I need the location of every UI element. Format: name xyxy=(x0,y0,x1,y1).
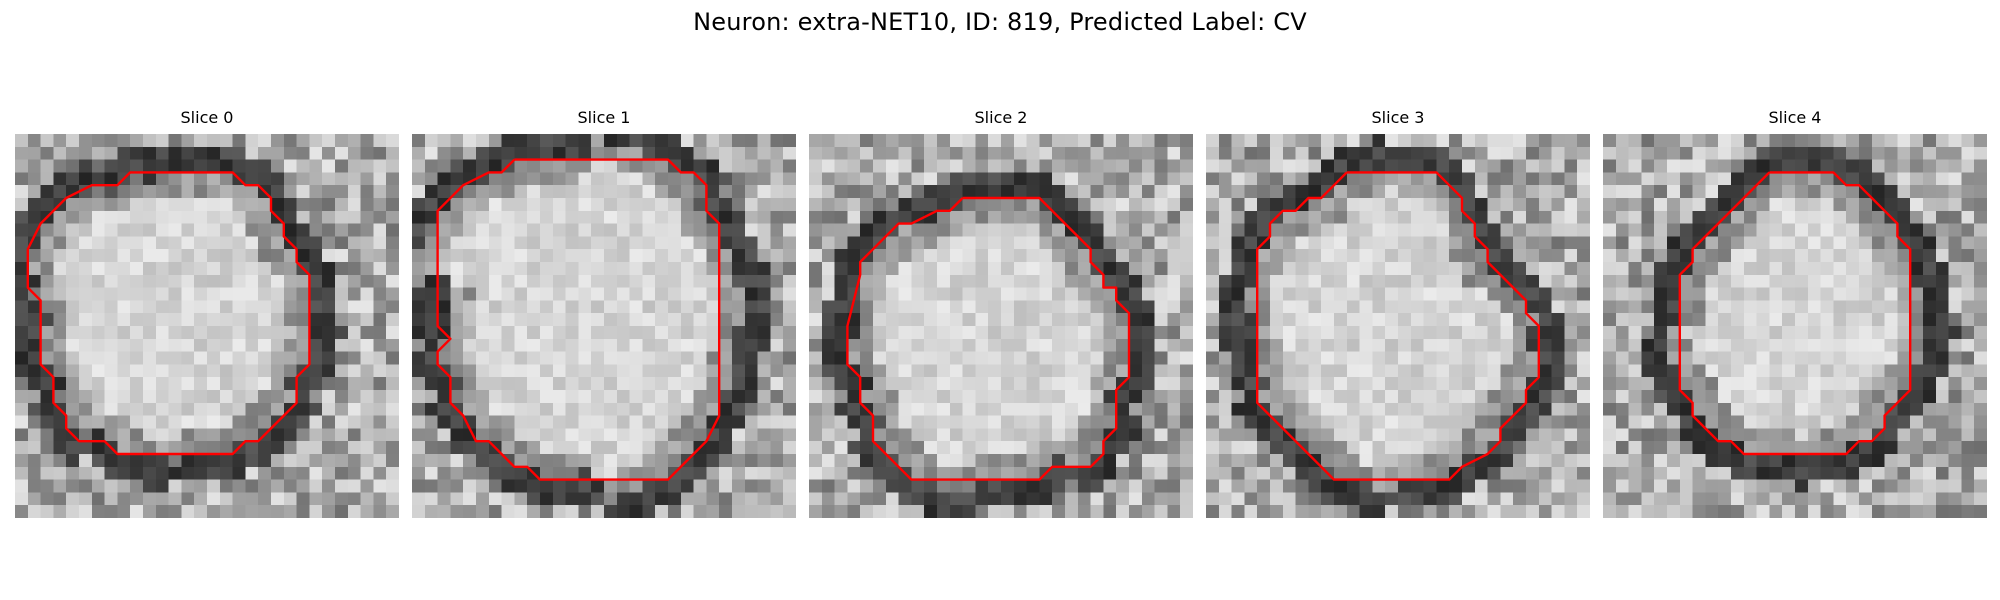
panel-slice-1: Slice 1 xyxy=(412,108,796,518)
panel-title: Slice 0 xyxy=(180,108,234,127)
grayscale-pixel-grid xyxy=(15,134,399,518)
panel-slice-0: Slice 0 xyxy=(15,108,399,518)
grayscale-pixel-grid xyxy=(1603,134,1987,518)
segmentation-contour xyxy=(1680,172,1910,454)
grayscale-pixel-grid xyxy=(412,134,796,518)
segmentation-contour xyxy=(1257,172,1539,479)
panel-slice-4: Slice 4 xyxy=(1603,108,1987,518)
figure-title: Neuron: extra-NET10, ID: 819, Predicted … xyxy=(693,8,1307,36)
segmentation-contour xyxy=(28,172,310,454)
panel-title: Slice 3 xyxy=(1371,108,1425,127)
slice-image xyxy=(15,134,399,518)
panel-title: Slice 4 xyxy=(1768,108,1822,127)
panel-title: Slice 1 xyxy=(577,108,631,127)
slice-image xyxy=(412,134,796,518)
panel-slice-3: Slice 3 xyxy=(1206,108,1590,518)
segmentation-contour xyxy=(847,198,1129,480)
grayscale-pixel-grid xyxy=(1206,134,1590,518)
segmentation-contour xyxy=(438,160,720,480)
slice-image xyxy=(1603,134,1987,518)
grayscale-pixel-grid xyxy=(809,134,1193,518)
panel-title: Slice 2 xyxy=(974,108,1028,127)
panel-slice-2: Slice 2 xyxy=(809,108,1193,518)
slice-image xyxy=(809,134,1193,518)
slice-image xyxy=(1206,134,1590,518)
